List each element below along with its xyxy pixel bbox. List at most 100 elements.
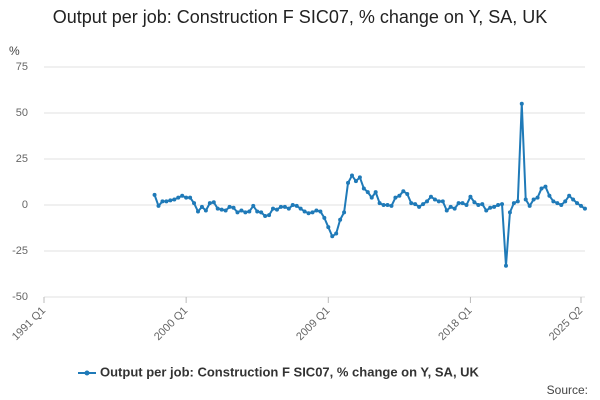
point: [160, 199, 165, 204]
point: [401, 189, 406, 194]
point: [314, 208, 319, 213]
point: [523, 197, 528, 202]
y-tick-label: 0: [22, 199, 28, 211]
point: [373, 190, 378, 195]
y-tick-label: 25: [16, 153, 28, 165]
point: [342, 210, 347, 215]
point: [180, 193, 185, 198]
point: [460, 201, 465, 206]
point: [322, 215, 327, 220]
point: [346, 180, 351, 185]
x-tick-label: 2009 Q1: [294, 305, 332, 343]
point: [456, 201, 461, 206]
point: [239, 208, 244, 213]
point: [199, 204, 204, 209]
point: [436, 199, 441, 204]
point: [500, 202, 505, 207]
point: [492, 204, 497, 209]
x-tick-label: 2018 Q1: [436, 305, 474, 343]
point: [448, 204, 453, 209]
point: [472, 200, 477, 205]
point: [290, 203, 295, 207]
point: [567, 193, 572, 198]
point: [496, 203, 501, 207]
point: [223, 208, 228, 213]
source: Source:: [547, 383, 588, 397]
x-tick-label: 1991 Q1: [10, 305, 48, 343]
point: [156, 203, 161, 208]
y-tick-label: 75: [16, 61, 28, 73]
point: [271, 206, 276, 211]
legend-label: Output per job: Construction F SIC07, % …: [100, 364, 480, 379]
point: [425, 199, 430, 204]
point: [353, 179, 358, 184]
point: [188, 195, 193, 200]
point: [184, 195, 189, 200]
point: [575, 201, 580, 206]
point: [219, 207, 224, 212]
point: [302, 209, 307, 214]
point: [527, 203, 532, 208]
series-line: [153, 102, 586, 267]
point: [440, 199, 445, 204]
point: [267, 213, 272, 218]
point: [282, 204, 287, 209]
point: [255, 209, 260, 214]
point: [563, 199, 568, 204]
point: [357, 175, 362, 180]
x-tick-label: 2000 Q1: [152, 305, 190, 343]
point: [338, 217, 343, 222]
point: [484, 208, 489, 213]
point: [417, 204, 422, 209]
point: [318, 209, 323, 214]
point: [164, 199, 169, 204]
point: [310, 210, 315, 215]
legend-marker: [84, 370, 90, 376]
point: [176, 195, 181, 200]
point: [247, 209, 252, 214]
point: [579, 203, 583, 208]
y-tick-label: -25: [12, 245, 28, 257]
point: [444, 208, 449, 213]
point: [298, 206, 303, 211]
point: [488, 205, 493, 210]
point: [582, 206, 587, 211]
point: [259, 210, 264, 215]
point: [207, 201, 212, 206]
point: [571, 197, 576, 202]
point: [377, 201, 382, 206]
point: [555, 201, 560, 206]
point: [468, 194, 473, 199]
point: [263, 214, 268, 219]
point: [476, 203, 481, 207]
point: [393, 195, 398, 200]
point: [480, 202, 485, 207]
point: [334, 231, 339, 236]
point: [227, 204, 232, 209]
point: [349, 173, 354, 178]
point: [409, 201, 414, 206]
point: [172, 197, 177, 202]
point: [215, 206, 220, 211]
point: [405, 191, 410, 196]
point: [278, 204, 283, 209]
point: [369, 195, 374, 200]
point: [168, 198, 173, 203]
point: [286, 206, 291, 211]
point: [211, 200, 216, 205]
y-tick-label: 50: [16, 107, 28, 119]
chart-title: Output per job: Construction F SIC07, % …: [52, 7, 548, 27]
point: [413, 202, 418, 207]
point: [421, 202, 426, 207]
point: [397, 193, 402, 198]
point: [152, 192, 157, 197]
point: [192, 201, 197, 206]
point: [515, 199, 520, 204]
point: [195, 209, 200, 214]
point: [539, 186, 544, 191]
point: [547, 193, 552, 198]
point: [385, 203, 390, 207]
point: [274, 207, 279, 212]
